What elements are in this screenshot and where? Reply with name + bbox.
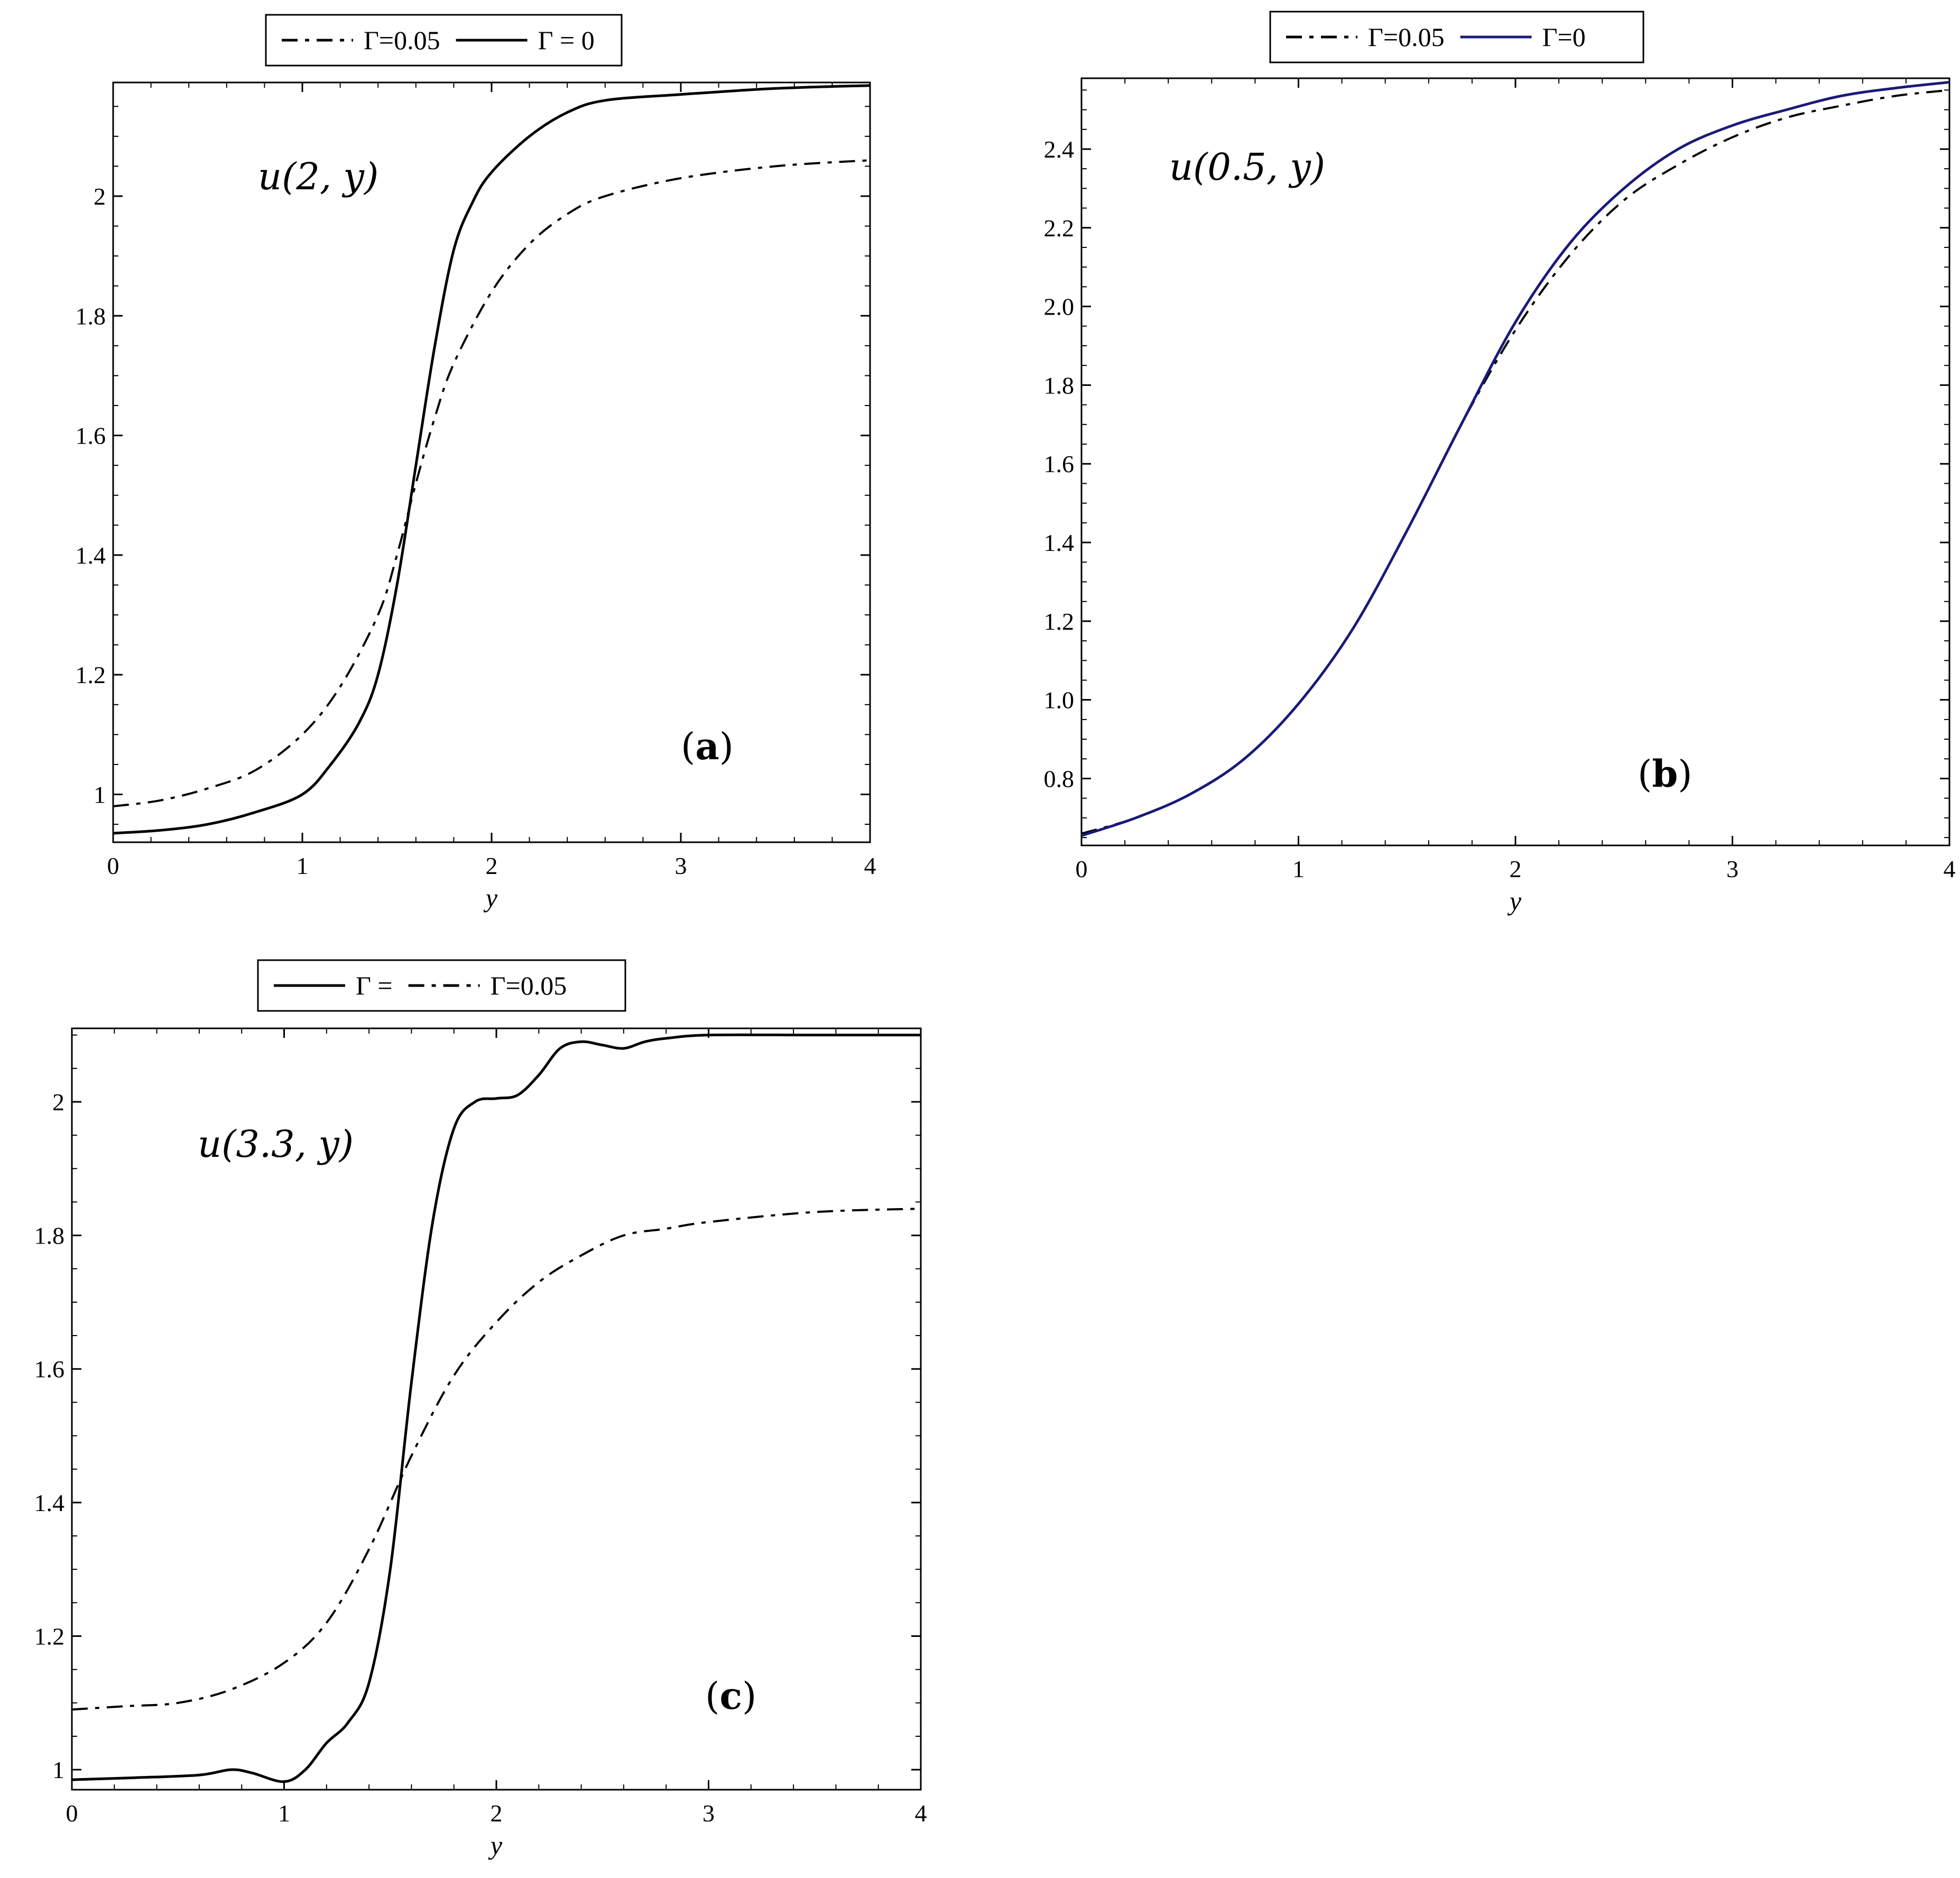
y-tick-label: 1.0: [1044, 687, 1075, 714]
y-tick-label: 1.4: [1044, 529, 1075, 556]
y-tick-label: 1.6: [1044, 450, 1075, 477]
legend-entry-label: Γ=0.05: [1368, 22, 1445, 52]
panel-label-open: (: [705, 1674, 719, 1718]
panel-label-close: ): [719, 725, 734, 768]
x-tick-label: 4: [1944, 855, 1956, 882]
legend-entry-label: Γ=0.05: [491, 971, 567, 1000]
y-tick-label: 2.2: [1044, 215, 1075, 242]
y-tick-label: 1.8: [34, 1222, 65, 1249]
legend: Γ=0.05 Γ=0: [1269, 11, 1644, 63]
panel-label-close: ): [1678, 752, 1692, 796]
panel-label-close: ): [742, 1674, 756, 1718]
y-tick-label: 1: [94, 781, 106, 808]
x-tick-label: 4: [915, 1800, 927, 1827]
x-axis-label: y: [1507, 886, 1522, 916]
function-annotation: u(3.3, y): [198, 1122, 354, 1166]
legend-entry-label: Γ=0: [1542, 22, 1586, 52]
legend: Γ = Γ=0.05: [257, 959, 626, 1012]
y-tick-label: 0.8: [1044, 766, 1075, 793]
x-tick-label: 1: [297, 852, 309, 879]
x-axis-label: y: [488, 1830, 503, 1860]
panel-label: (b): [1638, 752, 1693, 796]
series-line-solid: [113, 84, 871, 835]
series-line-dashdot: [113, 159, 871, 808]
legend: Γ=0.05 Γ = 0: [265, 14, 623, 67]
x-tick-label: 2: [491, 1800, 503, 1827]
panel-label-letter: b: [1652, 752, 1678, 796]
panel-label-letter: a: [695, 724, 719, 768]
x-tick-label: 0: [66, 1800, 78, 1827]
y-tick-label: 1.6: [34, 1356, 65, 1383]
series-line-solid: [71, 1033, 921, 1783]
y-tick-label: 1.6: [76, 422, 106, 449]
x-axis-label: y: [483, 883, 498, 913]
x-tick-label: 2: [1510, 855, 1522, 882]
x-tick-label: 0: [107, 852, 119, 879]
y-tick-label: 1.8: [1044, 372, 1075, 399]
panel-label-letter: c: [719, 1674, 742, 1718]
y-tick-label: 2: [52, 1089, 64, 1116]
legend-entry-label: Γ =: [356, 971, 393, 1000]
chart-panel-a: 0 1 2 3 4 1 1.2 1.4 1.6 1.8 2 y Γ=0.05 Γ = 0 u(2, y) (a…: [76, 14, 876, 913]
x-tick-label: 0: [1076, 855, 1088, 882]
panel-label: (a): [681, 724, 734, 768]
x-tick-label: 3: [1726, 855, 1739, 882]
function-annotation: u(0.5, y): [1169, 145, 1325, 189]
y-tick-label: 1: [52, 1756, 64, 1783]
function-annotation: u(2, y): [258, 155, 378, 198]
x-tick-label: 1: [278, 1800, 290, 1827]
y-tick-label: 2: [94, 183, 106, 210]
x-tick-label: 3: [675, 852, 687, 879]
x-tick-label: 1: [1292, 855, 1305, 882]
panel-label: (c): [705, 1674, 756, 1718]
series-line-dashdot: [71, 1208, 921, 1711]
x-tick-label: 4: [864, 852, 876, 879]
x-tick-label: 3: [702, 1800, 715, 1827]
y-tick-label: 1.4: [34, 1489, 65, 1516]
legend-entry-label: Γ = 0: [538, 25, 595, 55]
x-tick-label: 2: [486, 852, 498, 879]
y-tick-label: 2.0: [1044, 293, 1075, 320]
y-tick-label: 1.4: [76, 542, 106, 569]
y-tick-label: 2.4: [1044, 136, 1075, 163]
y-tick-label: 1.2: [76, 661, 106, 688]
y-tick-label: 1.2: [1044, 608, 1075, 635]
legend-entry-label: Γ=0.05: [364, 25, 440, 55]
panel-label-open: (: [1638, 752, 1652, 796]
panel-label-open: (: [681, 725, 695, 768]
y-tick-label: 1.8: [76, 302, 106, 329]
series-line-solid: [1081, 80, 1950, 837]
y-tick-label: 1.2: [34, 1623, 65, 1650]
chart-panel-b: 0 1 2 3 40.81.01.21.41.61.82.02.22.4yΓ=0.05 Γ…: [1044, 11, 1956, 916]
